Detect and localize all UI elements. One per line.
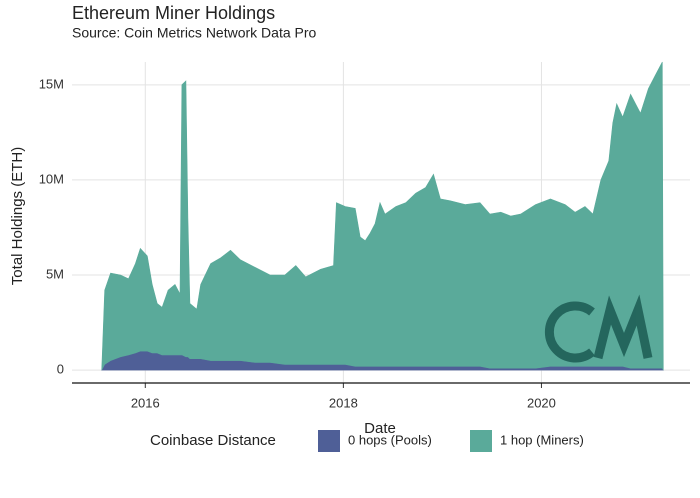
chart-title: Ethereum Miner Holdings <box>72 3 275 23</box>
legend: 0 hops (Pools) 1 hop (Miners) <box>318 430 584 452</box>
y-tick-label: 0 <box>57 362 64 377</box>
x-tick-label: 2020 <box>527 395 556 410</box>
y-tick-label: 10M <box>39 171 64 186</box>
legend-swatch <box>470 430 492 452</box>
logo-c <box>544 301 595 363</box>
logo-m <box>593 294 653 360</box>
area <box>101 61 664 371</box>
legend-title: Coinbase Distance <box>150 432 276 449</box>
legend-label: 0 hops (Pools) <box>348 432 432 447</box>
x-tick-label: 2018 <box>329 395 358 410</box>
y-tick-label: 15M <box>39 76 64 91</box>
x-axis-label: Date <box>364 420 396 437</box>
legend-label: 1 hop (Miners) <box>500 432 584 447</box>
y-axis-label: Total Holdings (ETH) <box>9 147 26 285</box>
legend-swatch <box>318 430 340 452</box>
chart-subtitle: Source: Coin Metrics Network Data Pro <box>72 25 317 41</box>
logo <box>544 294 653 363</box>
x-tick-label: 2016 <box>131 395 160 410</box>
y-tick-label: 5M <box>46 266 64 281</box>
plot-area: 0 5M 10M 15M 2016 2018 2020 <box>39 61 690 410</box>
